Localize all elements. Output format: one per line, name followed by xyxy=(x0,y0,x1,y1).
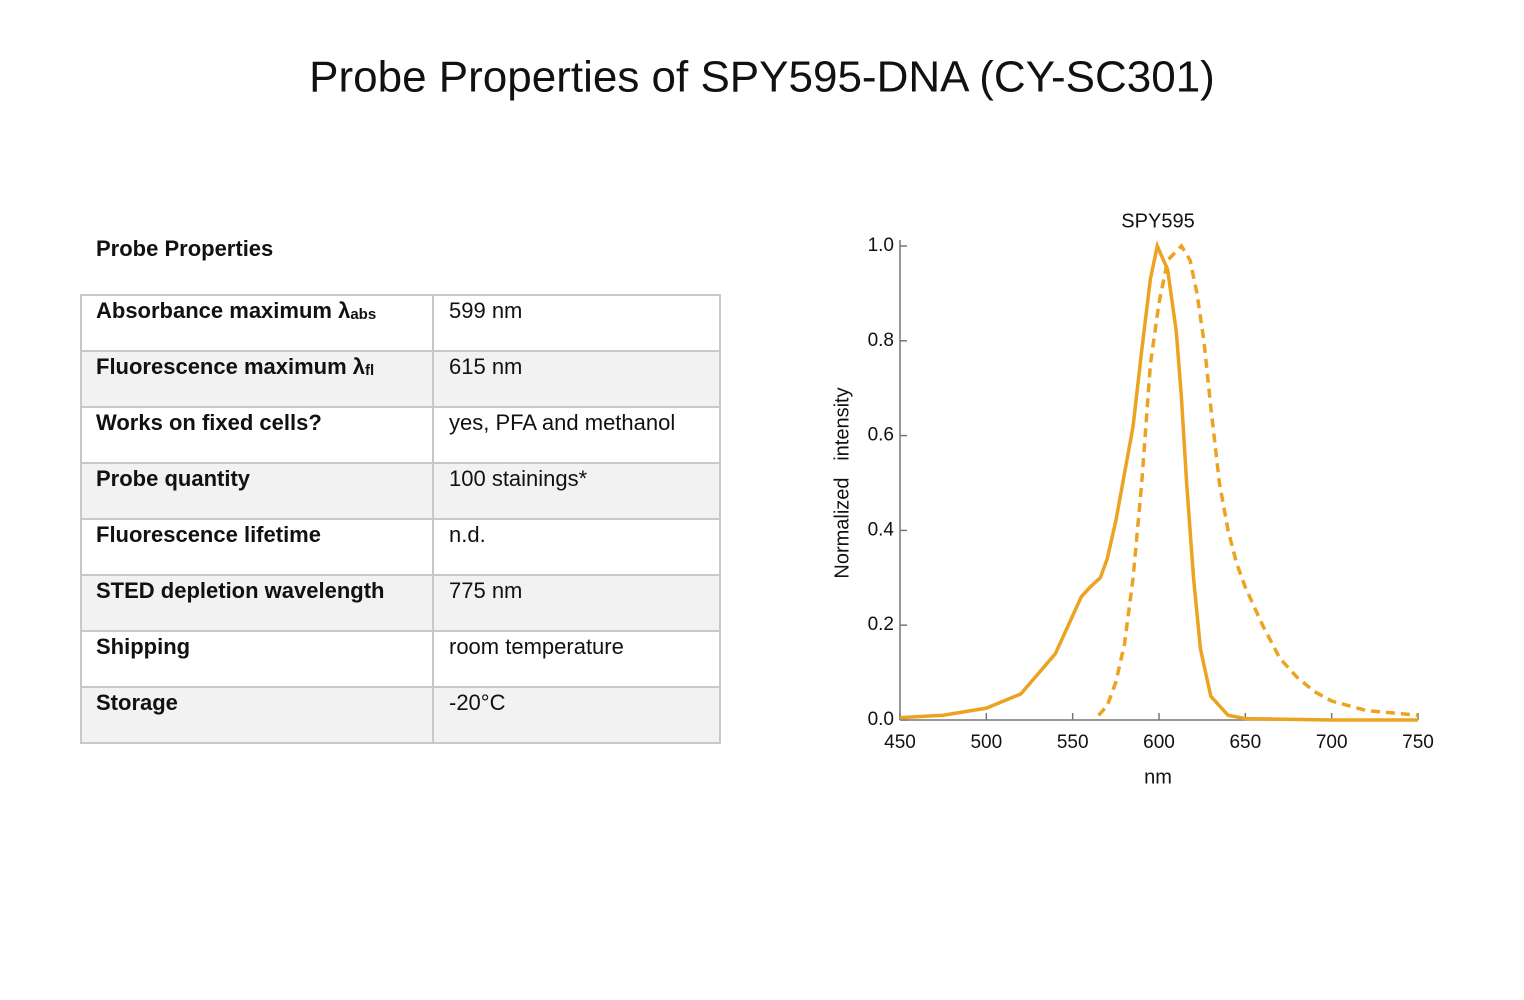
y-tick-label: 0.0 xyxy=(868,709,894,730)
row-label-text: Shipping xyxy=(96,634,190,659)
row-label: Fluorescence lifetime xyxy=(96,522,321,547)
table-row xyxy=(80,518,721,576)
row-label-text: STED depletion wavelength xyxy=(96,578,384,603)
row-value: -20°C xyxy=(449,690,506,715)
x-tick-label: 600 xyxy=(1143,732,1175,753)
row-value: 775 nm xyxy=(449,578,522,603)
x-tick-label: 650 xyxy=(1229,732,1261,753)
table-row xyxy=(80,350,721,408)
x-tick-label: 500 xyxy=(970,732,1002,753)
row-label-text: Absorbance maximum λ xyxy=(96,298,350,323)
row-label-text: Works on fixed cells? xyxy=(96,410,322,435)
x-tick-label: 700 xyxy=(1316,732,1348,753)
row-label: STED depletion wavelength xyxy=(96,578,384,603)
row-value: n.d. xyxy=(449,522,486,547)
spectrum-line xyxy=(899,240,1418,722)
y-tick-label: 1.0 xyxy=(868,235,894,256)
row-label: Shipping xyxy=(96,634,190,659)
row-value: 599 nm xyxy=(449,298,522,323)
y-axis-label: Normalized intensity xyxy=(831,387,853,578)
row-label-subscript: fl xyxy=(365,362,374,379)
row-label: Absorbance maximum λabs xyxy=(96,298,376,323)
row-label: Storage xyxy=(96,690,178,715)
row-label: Works on fixed cells? xyxy=(96,410,322,435)
row-value: room temperature xyxy=(449,634,624,659)
x-axis-label: nm xyxy=(1144,766,1172,788)
table-row xyxy=(80,686,721,744)
row-label-text: Storage xyxy=(96,690,178,715)
y-tick-label: 0.2 xyxy=(868,614,894,635)
row-label-subscript: abs xyxy=(350,306,376,323)
row-label-text: Fluorescence lifetime xyxy=(96,522,321,547)
row-value: 100 stainings* xyxy=(449,466,588,491)
x-tick-label: 450 xyxy=(884,732,916,753)
row-label: Probe quantity xyxy=(96,466,251,491)
row-label: Fluorescence maximum λfl xyxy=(96,354,374,379)
table-row xyxy=(80,574,721,632)
spectrum-line xyxy=(1097,243,1419,718)
table-row xyxy=(80,294,721,352)
y-tick-label: 0.8 xyxy=(868,330,894,351)
row-label-text: Probe quantity xyxy=(96,466,251,491)
row-value: yes, PFA and methanol xyxy=(449,410,675,435)
chart-title: SPY595 xyxy=(1121,210,1194,232)
row-value: 615 nm xyxy=(449,354,522,379)
x-tick-label: 550 xyxy=(1057,732,1089,753)
table-row xyxy=(80,630,721,688)
row-label-text: Fluorescence maximum λ xyxy=(96,354,365,379)
table-heading: Probe Properties xyxy=(96,236,273,261)
x-tick-label: 750 xyxy=(1402,732,1434,753)
y-tick-label: 0.4 xyxy=(868,519,895,540)
table-row xyxy=(80,406,721,464)
y-tick-label: 0.6 xyxy=(868,425,894,446)
page-title: Probe Properties of SPY595-DNA (CY-SC301… xyxy=(309,53,1215,102)
